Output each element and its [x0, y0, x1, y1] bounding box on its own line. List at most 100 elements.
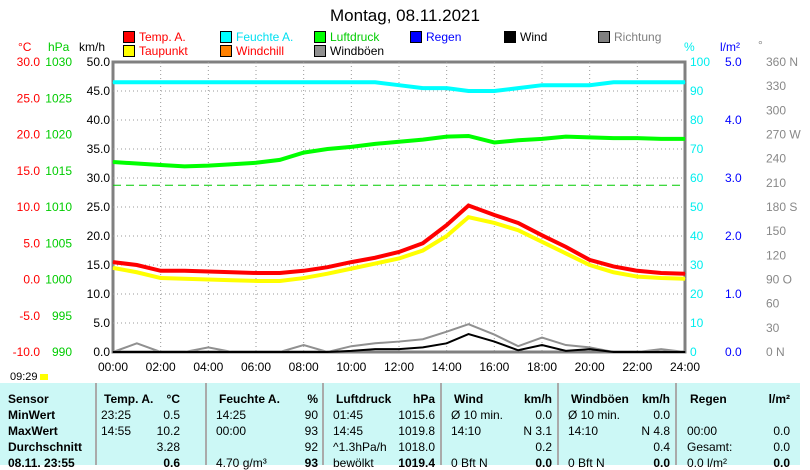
x-tick-label: 12:00: [384, 360, 414, 374]
table-cell: 1018.0: [398, 440, 435, 454]
data-point: [160, 164, 162, 166]
data-point: [422, 87, 424, 89]
table-cell: Feuchte A.: [219, 392, 280, 406]
table-cell: 4.70 g/m³: [216, 456, 267, 470]
column-divider: [322, 383, 324, 465]
data-point: [589, 348, 591, 350]
x-tick-label: 20:00: [575, 360, 605, 374]
temp-tick-label: 20.0: [17, 128, 41, 142]
data-point: [184, 165, 185, 167]
press-tick-label: 1015: [45, 164, 72, 178]
data-point: [255, 272, 257, 274]
table-cell: 0.4: [653, 440, 670, 454]
wind-tick-label: 45.0: [87, 84, 111, 98]
data-point: [613, 137, 614, 139]
legend-swatch: [314, 31, 326, 43]
data-point: [184, 270, 185, 272]
column-divider: [440, 383, 442, 465]
data-point: [660, 351, 662, 353]
data-point: [112, 261, 114, 263]
data-point: [231, 81, 233, 83]
data-point: [422, 338, 424, 340]
data-point: [207, 351, 209, 353]
wind-tick-label: 15.0: [87, 258, 111, 272]
x-tick-label: 14:00: [432, 360, 462, 374]
data-point: [493, 334, 495, 336]
data-point: [517, 139, 519, 141]
data-point: [493, 214, 495, 216]
legend-swatch: [123, 45, 135, 57]
legend-item: Wind: [504, 30, 547, 44]
x-tick-label: 04:00: [193, 360, 223, 374]
table-cell: MaxWert: [8, 424, 58, 438]
table-cell: 0.0 l/m²: [687, 456, 728, 470]
table-cell: N 4.8: [641, 424, 670, 438]
temp-tick-label: 25.0: [17, 91, 41, 105]
data-point: [565, 252, 567, 254]
data-point: [517, 87, 519, 89]
data-point: [446, 342, 448, 344]
dir-tick-label: 300: [766, 103, 786, 117]
table-cell: 93: [304, 456, 318, 470]
data-point: [422, 250, 424, 251]
table-cell: 0.0: [653, 408, 670, 422]
data-point: [207, 81, 209, 83]
table-cell: Windböen: [571, 392, 629, 406]
table-cell: Wind: [454, 392, 484, 406]
data-point: [231, 271, 233, 273]
data-point: [636, 276, 638, 278]
data-point: [517, 222, 519, 224]
data-point: [350, 81, 352, 83]
data-point: [613, 81, 614, 83]
temp-tick-label: -5.0: [19, 309, 40, 323]
temp-tick-label: 5.0: [23, 236, 40, 250]
data-point: [136, 81, 138, 83]
data-point: [517, 345, 519, 347]
data-point: [350, 146, 352, 148]
table-cell: 0.0: [535, 456, 552, 470]
data-point: [446, 87, 448, 89]
hum-tick-label: 30: [690, 258, 704, 272]
data-point: [207, 346, 209, 348]
data-point: [541, 241, 543, 243]
hum-tick-label: 40: [690, 229, 704, 243]
legend-label: Windchill: [236, 44, 285, 58]
data-point: [303, 152, 305, 154]
table-cell: °C: [166, 392, 180, 406]
dir-tick-label: 240: [766, 152, 786, 166]
data-point: [136, 271, 138, 273]
data-point: [350, 345, 352, 347]
rain-tick-label: 3.0: [725, 171, 742, 185]
data-point: [541, 234, 543, 236]
wind-tick-label: 35.0: [87, 142, 111, 156]
data-point: [446, 235, 448, 237]
dir-tick-label: 210: [766, 176, 786, 190]
data-point: [136, 163, 138, 164]
data-point: [350, 261, 352, 263]
legend-item: Richtung: [598, 30, 661, 44]
dir-tick-label: 270 W: [766, 128, 801, 142]
column-divider: [675, 383, 677, 465]
data-point: [589, 84, 591, 86]
data-point: [565, 246, 567, 248]
stats-table: Sensor Temp. A. °C Feuchte A.% Luftdruck hPa W…: [0, 383, 800, 470]
data-point: [327, 81, 328, 83]
dir-tick-label: 60: [766, 297, 780, 311]
temp-tick-label: 15.0: [17, 164, 41, 178]
legend-label: Temp. A.: [139, 30, 186, 44]
data-point: [303, 81, 305, 83]
table-cell: 0.0: [773, 424, 790, 438]
data-point: [160, 81, 162, 83]
legend-item: Feuchte A.: [220, 30, 293, 44]
column-divider: [557, 383, 559, 465]
wind-tick-label: 40.0: [87, 113, 111, 127]
data-point: [684, 138, 686, 140]
table-cell: km/h: [641, 392, 670, 406]
press-tick-label: 1020: [45, 128, 72, 142]
data-point: [136, 342, 138, 344]
table-cell: 14:25: [216, 408, 247, 422]
data-point: [279, 280, 281, 282]
x-tick-label: 00:00: [98, 360, 128, 374]
table-cell: l/m²: [768, 392, 790, 406]
data-point: [589, 264, 591, 266]
